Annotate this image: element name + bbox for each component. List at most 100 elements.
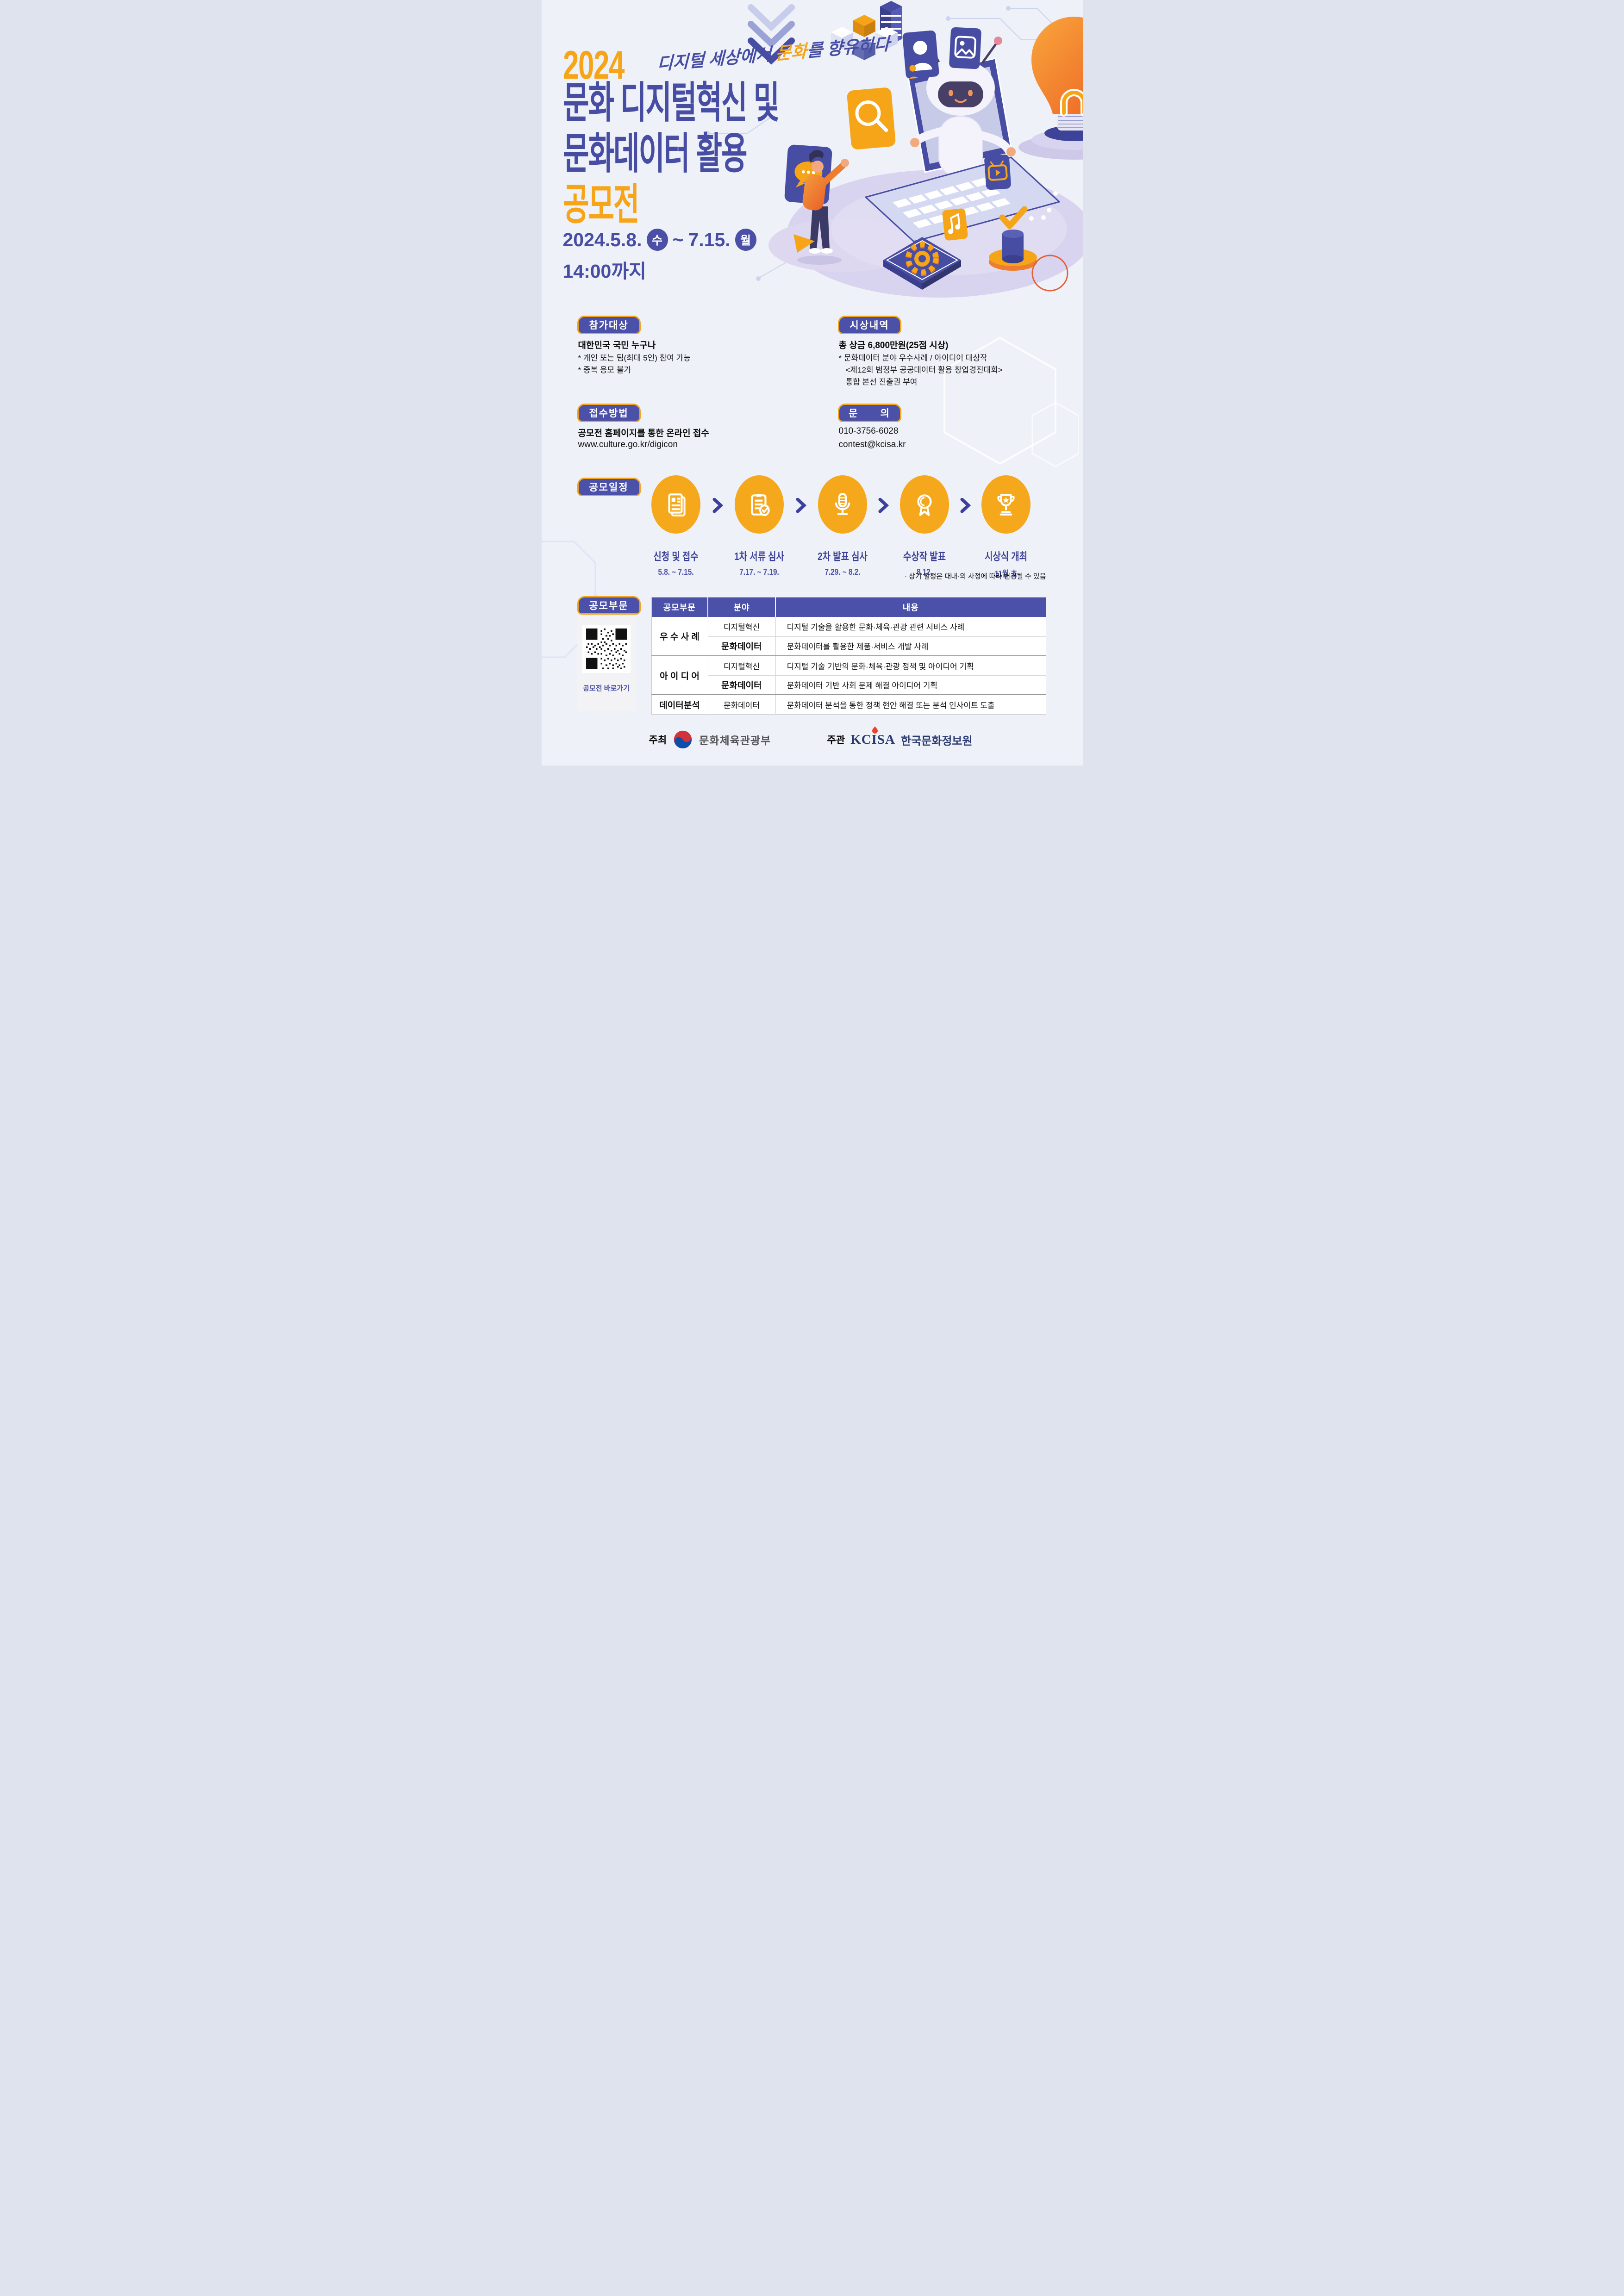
- apply-url: www.culture.go.kr/digicon: [578, 440, 678, 449]
- chevron-right-icon: [960, 498, 971, 513]
- organizer-label: 주관: [827, 735, 845, 746]
- category-name: 우 수 사 례: [660, 632, 700, 642]
- chevron-right-icon: [878, 498, 889, 513]
- contest-poster: 2024 디지털 세상에서 문화를 향유하다 문화 디지털혁신 및 문화데이터 …: [541, 0, 1083, 765]
- headline-line2: 문화데이터 활용: [562, 130, 747, 178]
- step-date: 7.17. ~ 7.19.: [739, 567, 779, 577]
- participants-badge: 참가대상: [577, 316, 641, 334]
- step-oval: [818, 475, 867, 534]
- qr-code: [582, 625, 631, 673]
- schedule-badge: 공모일정: [577, 478, 641, 496]
- qr-caption: 공모전 바로가기: [583, 684, 630, 692]
- lightbulb-illustration: [1018, 17, 1083, 160]
- step-date: 11월 초: [994, 569, 1017, 579]
- period-tilde: ~: [672, 229, 684, 250]
- headline-accent: 공모전: [562, 180, 639, 229]
- step-date: 7.29. ~ 8.2.: [824, 567, 860, 577]
- schedule-step-3: 2차 발표 심사 7.29. ~ 8.2.: [806, 475, 880, 577]
- step-title: 2차 발표 심사: [817, 550, 868, 562]
- step-oval: [981, 475, 1031, 534]
- clipboard-check-icon: [750, 494, 770, 516]
- category-field: 디지털혁신: [707, 617, 775, 636]
- organizer-name: 한국문화정보원: [901, 735, 973, 747]
- participants-bullet: * 중복 응모 불가: [578, 366, 631, 374]
- hexagon-decoration: [943, 336, 1079, 467]
- host-name: 문화체육관광부: [699, 734, 771, 747]
- pie-chart-illustration: [988, 230, 1068, 292]
- inquiry-phone: 010-3756-6028: [838, 426, 899, 436]
- flame-icon: [872, 726, 878, 734]
- gear-illustration: [883, 237, 961, 290]
- column-header: 분야: [707, 597, 775, 617]
- music-note-icon: [949, 213, 960, 231]
- step-title: 수상작 발표: [903, 550, 946, 562]
- category-desc: 디지털 기술 기반의 문화·체육·관광 정책 및 아이디어 기획: [775, 655, 1046, 675]
- table-header-row: 공모부문 분야 내용: [651, 597, 1046, 617]
- schedule-step-2: 1차 서류 심사 7.17. ~ 7.19.: [722, 475, 796, 577]
- organizer-group: 주관 KCISA 한국문화정보원: [827, 726, 973, 752]
- organizer-logo-text: KCISA: [850, 732, 895, 747]
- step-title: 1차 서류 심사: [734, 550, 784, 562]
- mcst-logo: [674, 730, 692, 749]
- search-icon: [855, 100, 881, 126]
- column-header: 공모부문: [651, 597, 708, 617]
- schedule-step-1: 신청 및 접수 5.8. ~ 7.15.: [639, 475, 713, 577]
- step-oval: [651, 475, 700, 534]
- data-cubes-decoration: [831, 1, 902, 60]
- awards-bullet: * 문화데이터 분야 우수사례 / 아이디어 대상작: [838, 354, 987, 362]
- apply-badge: 접수방법: [577, 404, 641, 422]
- inquiry-badge: 문 의: [837, 404, 901, 422]
- category-desc: 디지털 기술을 활용한 문화·체육·관광 관련 서비스 사례: [775, 617, 1046, 636]
- person-illustration: [797, 150, 849, 265]
- step-date: 8.12.: [916, 567, 932, 577]
- category-desc: 문화데이터를 활용한 제품·서비스 개발 사례: [775, 636, 1046, 656]
- category-desc: 문화데이터 분석을 통한 정책 현안 해결 또는 분석 인사이트 도출: [775, 694, 1046, 714]
- image-icon: [954, 36, 976, 59]
- step-oval: [899, 475, 949, 534]
- weekday-badge-end: 월: [735, 229, 756, 251]
- step-title: 신청 및 접수: [653, 550, 699, 562]
- category-field: 디지털혁신: [707, 655, 775, 675]
- step-title: 시상식 개최: [984, 550, 1027, 562]
- step-date: 5.8. ~ 7.15.: [657, 567, 693, 577]
- participants-bullet: * 개인 또는 팀(최대 5인) 참여 가능: [578, 354, 691, 362]
- period-start-date: 2024.5.8.: [562, 229, 642, 250]
- chevron-stack-decoration: [747, 4, 795, 65]
- table-row: 문화데이터 문화데이터 기반 사회 문제 해결 아이디어 기획: [651, 675, 1046, 695]
- table-row: 아 이 디 어 디지털혁신 디지털 기술 기반의 문화·체육·관광 정책 및 아…: [651, 655, 1046, 695]
- category-name: 데이터분석: [651, 694, 708, 714]
- table-row: 데이터분석 문화데이터 문화데이터 분석을 통한 정책 현안 해결 또는 분석 …: [651, 694, 1046, 714]
- profile-card: [902, 30, 939, 79]
- tv-card: [984, 154, 1011, 190]
- deadline-time: 14:00까지: [562, 261, 646, 282]
- medal-icon: [917, 494, 931, 516]
- trophy-icon: [997, 494, 1015, 516]
- category-name: 아 이 디 어: [651, 655, 708, 695]
- weekday-badge-start: 수: [646, 229, 668, 251]
- category-field: 문화데이터: [708, 675, 775, 695]
- awards-badge: 시상내역: [837, 316, 901, 334]
- schedule-step-4: 수상작 발표 8.12.: [887, 475, 962, 577]
- host-group: 주최 문화체육관광부: [649, 728, 771, 752]
- contest-period: 2024.5.8. 수 ~ 7.15. 월: [563, 229, 756, 251]
- tv-icon: [987, 164, 1008, 181]
- awards-detail: <제12회 범정부 공공데이터 활용 창업경진대회>: [845, 366, 1003, 374]
- host-label: 주최: [649, 735, 667, 746]
- period-end-date: 7.15.: [688, 229, 731, 250]
- triangle-decoration: [793, 234, 815, 253]
- awards-heading: 총 상금 6,800만원(25점 시상): [838, 341, 949, 350]
- column-header: 내용: [775, 597, 1046, 617]
- keyboard-illustration: [864, 156, 1061, 243]
- category-field: 문화데이터: [708, 636, 775, 656]
- document-icon: [668, 493, 686, 516]
- awards-detail: 통합 본선 진출권 부여: [845, 378, 918, 386]
- check-icon: [999, 206, 1027, 229]
- microphone-icon: [834, 493, 850, 515]
- step-oval: [734, 475, 784, 534]
- music-card: [942, 208, 968, 241]
- schedule-step-5: 시상식 개최 11월 초: [969, 475, 1043, 579]
- search-card: [847, 87, 895, 149]
- tagline-highlight: 문화: [775, 42, 807, 64]
- image-card: [949, 27, 981, 69]
- user-icon: [913, 41, 927, 55]
